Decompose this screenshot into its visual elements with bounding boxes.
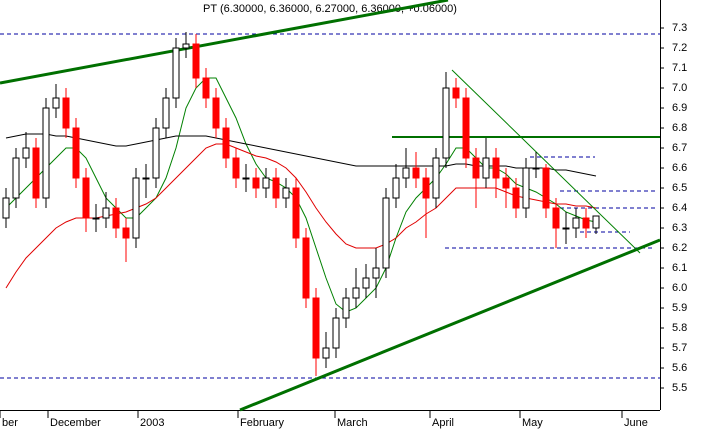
y-tick-label: 7.3 <box>672 22 687 34</box>
candle-body <box>452 87 460 99</box>
candle-body <box>522 167 530 209</box>
candle-body <box>322 347 330 359</box>
candle-body <box>292 187 300 239</box>
candle-body <box>372 267 380 279</box>
y-tick-label: 6.6 <box>672 162 687 174</box>
x-tick-label: December <box>50 417 101 429</box>
candle-body <box>422 177 430 199</box>
y-tick-label: 6.9 <box>672 102 687 114</box>
candle-body <box>402 167 410 179</box>
candle-body <box>332 317 340 349</box>
candle-body <box>32 147 40 199</box>
candle-body <box>482 157 490 179</box>
x-tick-label: ber <box>2 417 18 429</box>
candle-body <box>592 215 600 229</box>
trendline <box>0 0 449 85</box>
candle-body <box>572 217 580 229</box>
x-tick-label: February <box>240 417 285 429</box>
x-tick-label: May <box>522 417 543 429</box>
candle-body <box>122 227 130 239</box>
candle-body <box>222 127 230 159</box>
candle-body <box>62 97 70 129</box>
x-tick-label: April <box>432 417 454 429</box>
candle-body <box>52 97 60 109</box>
candle-body <box>202 77 210 99</box>
candle-body <box>2 197 10 219</box>
candle-body <box>72 127 80 179</box>
candle-body <box>382 197 390 269</box>
candle-body <box>432 157 440 199</box>
candle-body <box>532 167 540 170</box>
y-tick-label: 6.7 <box>672 142 687 154</box>
y-tick-label: 7.2 <box>672 42 687 54</box>
candle-body <box>312 297 320 359</box>
candle-body <box>162 97 170 129</box>
y-tick-label: 6.0 <box>672 282 687 294</box>
candle-body <box>172 47 180 99</box>
trendline <box>451 69 641 254</box>
y-tick-label: 5.8 <box>672 322 687 334</box>
y-tick-label: 6.4 <box>672 202 687 214</box>
candle-body <box>512 187 520 209</box>
trendline <box>239 238 661 412</box>
candle-body <box>562 227 570 230</box>
candle-body <box>412 167 420 179</box>
candle-body <box>132 177 140 239</box>
candle-body <box>262 177 270 189</box>
candle-body <box>12 157 20 199</box>
candle-body <box>552 207 560 229</box>
candle-body <box>252 177 260 189</box>
candle-body <box>232 157 240 179</box>
candle-body <box>42 107 50 199</box>
y-tick-label: 5.7 <box>672 342 687 354</box>
candle-body <box>112 207 120 229</box>
candle-body <box>492 157 500 179</box>
candle-body <box>582 217 590 229</box>
candle-body <box>502 177 510 189</box>
candle-body <box>472 157 480 179</box>
candle-body <box>152 127 160 179</box>
candle-body <box>442 87 450 159</box>
x-tick-label: March <box>337 417 368 429</box>
y-tick-label: 5.9 <box>672 302 687 314</box>
chart-title: PT (6.30000, 6.36000, 6.27000, 6.36000, … <box>203 3 457 15</box>
candle-body <box>92 217 100 220</box>
candle-body <box>102 207 110 219</box>
candle-body <box>342 297 350 319</box>
candle-body <box>362 277 370 289</box>
candle-body <box>182 43 190 49</box>
candle-body <box>392 177 400 199</box>
candle-body <box>22 147 30 159</box>
y-tick-label: 6.5 <box>672 182 687 194</box>
candle-body <box>352 287 360 299</box>
candle-body <box>462 97 470 159</box>
candle-body <box>282 187 290 199</box>
x-tick-label: 2003 <box>140 417 164 429</box>
y-tick-label: 7.0 <box>672 82 687 94</box>
candle-body <box>302 237 310 299</box>
candle-body <box>142 177 150 180</box>
y-tick-label: 5.6 <box>672 362 687 374</box>
candle-body <box>192 43 200 79</box>
candle-body <box>272 177 280 199</box>
candle-body <box>212 97 220 129</box>
candle-body <box>542 167 550 209</box>
candle-body <box>242 177 250 180</box>
candle-body <box>82 177 90 219</box>
y-tick-label: 6.3 <box>672 222 687 234</box>
y-tick-label: 7.1 <box>672 62 687 74</box>
y-tick-label: 6.8 <box>672 122 687 134</box>
y-tick-label: 6.1 <box>672 262 687 274</box>
y-tick-label: 6.2 <box>672 242 687 254</box>
y-tick-label: 5.5 <box>672 382 687 394</box>
x-tick-label: June <box>624 417 648 429</box>
